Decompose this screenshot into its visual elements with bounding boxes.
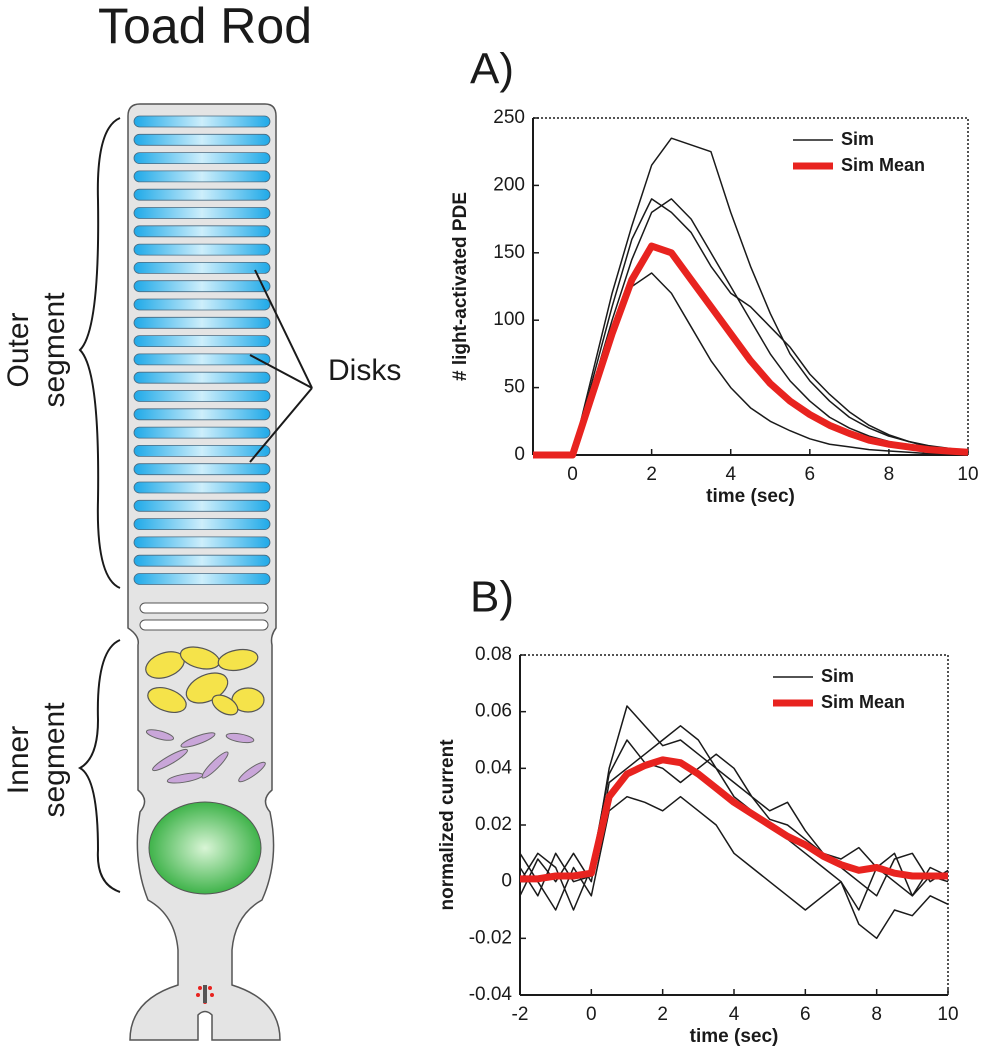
rod-diagram: Toad Rod Outer	[2, 0, 401, 1041]
disk	[133, 371, 271, 384]
disk	[133, 298, 271, 311]
x-tick-label: 6	[800, 1004, 811, 1025]
disk	[133, 554, 271, 567]
series-line	[533, 137, 969, 456]
x-tick-label: 2	[657, 1004, 668, 1025]
legend-label: Sim	[821, 666, 854, 686]
y-tick-label: 0	[514, 444, 525, 465]
series-line	[533, 198, 969, 456]
endoplasmic-reticulum	[145, 729, 266, 784]
y-tick-label: 250	[493, 107, 525, 128]
disk	[133, 481, 271, 494]
synapse	[196, 985, 214, 1004]
disk	[133, 353, 271, 366]
disk	[133, 133, 271, 146]
y-tick-label: 0	[501, 871, 512, 892]
chart: A) 0 50 100 150 200 250 0 2 4 6 8 10 time (sec) # ligh…	[450, 45, 979, 507]
x-tick-label: 8	[871, 1004, 882, 1025]
disk	[133, 170, 271, 183]
x-axis-label: time (sec)	[706, 486, 795, 507]
x-tick-label: 4	[725, 464, 736, 485]
y-tick-label: 0.04	[475, 757, 512, 778]
disk	[133, 225, 271, 238]
y-axis-label: normalized current	[437, 739, 458, 911]
disk	[133, 261, 271, 274]
chart: B) -0.04 -0.02 0 0.02 0.04 0.06 0.08 -2 0 2 4 6 8 10 ti…	[437, 573, 959, 1047]
panel-label: A)	[470, 45, 514, 94]
disk	[133, 243, 271, 256]
x-tick-label: -2	[512, 1004, 529, 1025]
disk	[133, 188, 271, 201]
x-tick-label: 0	[586, 1004, 597, 1025]
diagram-title: Toad Rod	[98, 0, 312, 54]
disk	[133, 463, 271, 476]
disks-label: Disks	[328, 354, 401, 387]
disk	[133, 316, 271, 329]
outer-label: Outer	[2, 312, 35, 387]
y-tick-label: 150	[493, 242, 525, 263]
pointer-lines	[249, 269, 313, 463]
inner-label: segment	[38, 702, 71, 818]
brace	[78, 117, 121, 589]
empty-disk	[139, 602, 269, 614]
nucleus	[148, 801, 262, 895]
outer-label: segment	[38, 292, 71, 408]
legend-label: Sim Mean	[841, 155, 925, 175]
y-tick-label: 0.06	[475, 701, 512, 722]
x-tick-label: 8	[884, 464, 895, 485]
y-tick-label: 0.02	[475, 814, 512, 835]
disk	[133, 335, 271, 348]
legend-label: Sim Mean	[821, 692, 905, 712]
x-tick-label: 10	[937, 1004, 958, 1025]
y-tick-label: 100	[493, 309, 525, 330]
x-tick-label: 0	[567, 464, 578, 485]
disk	[133, 115, 271, 128]
disk	[133, 499, 271, 512]
y-axis-label: # light-activated PDE	[450, 192, 471, 381]
x-tick-label: 2	[646, 464, 657, 485]
x-axis-label: time (sec)	[690, 1026, 779, 1047]
inner-label: Inner	[2, 726, 35, 794]
disk	[133, 408, 271, 421]
series-line	[533, 242, 969, 459]
disk-stack	[133, 115, 271, 585]
y-tick-label: -0.02	[469, 927, 512, 948]
disk	[133, 573, 271, 585]
disk	[133, 518, 271, 530]
y-tick-label: 50	[504, 377, 525, 398]
series-line	[520, 756, 948, 883]
brace	[77, 639, 121, 893]
series-line	[519, 795, 949, 940]
legend-label: Sim	[841, 129, 874, 149]
disk	[133, 390, 271, 402]
series-line	[519, 739, 949, 911]
disk	[133, 536, 271, 549]
y-tick-label: -0.04	[469, 984, 513, 1005]
disk	[133, 152, 271, 165]
mitochondria	[145, 646, 265, 716]
x-tick-label: 10	[957, 464, 978, 485]
panel-label: B)	[470, 573, 514, 622]
x-tick-label: 4	[729, 1004, 740, 1025]
y-tick-label: 200	[493, 174, 525, 195]
empty-disk	[139, 619, 269, 631]
disk	[133, 207, 271, 219]
series-line	[533, 198, 969, 456]
disk	[133, 444, 271, 457]
y-tick-label: 0.08	[475, 644, 512, 665]
disk	[133, 426, 271, 439]
disk	[133, 280, 271, 293]
x-tick-label: 6	[805, 464, 816, 485]
